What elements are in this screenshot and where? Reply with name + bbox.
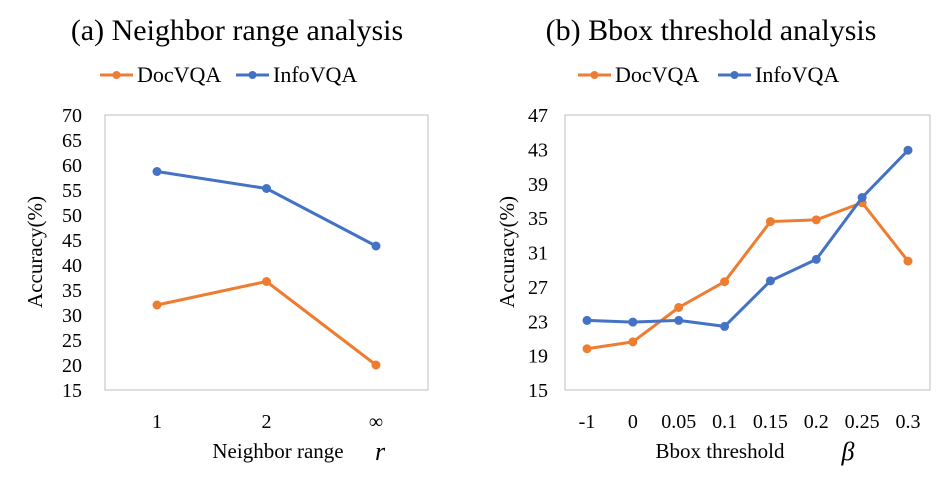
data-point-infovqa <box>720 321 730 331</box>
data-point-docvqa <box>262 277 271 286</box>
data-point-infovqa <box>903 145 913 155</box>
data-point-infovqa <box>628 317 638 327</box>
y-axis-label: Accuracy(%) <box>495 196 519 308</box>
legend-label-docvqa: DocVQA <box>137 62 221 87</box>
data-point-docvqa <box>765 217 775 227</box>
y-tick-label: 27 <box>528 277 548 299</box>
series-line-docvqa <box>156 280 377 367</box>
data-point-docvqa <box>811 215 821 225</box>
y-tick-label: 15 <box>62 380 82 402</box>
x-tick-label: 0.15 <box>753 411 788 433</box>
y-tick-label: 19 <box>528 346 548 368</box>
y-tick-label: 39 <box>528 174 548 196</box>
data-point-infovqa <box>765 276 775 286</box>
chart-title: (b) Bbox threshold analysis <box>546 14 877 47</box>
y-tick-label: 30 <box>62 305 82 327</box>
x-axis-symbol: β <box>841 437 855 466</box>
x-tick-label: 0.1 <box>712 411 737 433</box>
series-line-infovqa <box>156 170 377 248</box>
y-tick-label: 40 <box>62 255 82 277</box>
data-point-docvqa <box>903 256 913 266</box>
data-point-infovqa <box>857 193 867 202</box>
data-point-docvqa <box>628 337 638 347</box>
x-axis-symbol: r <box>375 437 386 466</box>
data-point-infovqa <box>582 315 592 325</box>
data-point-infovqa <box>674 315 684 325</box>
y-tick-label: 35 <box>62 280 82 302</box>
x-tick-label: 1 <box>152 411 162 433</box>
data-point-docvqa <box>674 303 684 312</box>
y-tick-label: 45 <box>62 230 82 252</box>
y-tick-label: 31 <box>528 243 548 265</box>
y-tick-label: 60 <box>62 155 82 177</box>
x-tick-label: 0.25 <box>845 411 880 433</box>
x-tick-label: 0.2 <box>804 411 829 433</box>
y-tick-label: 15 <box>528 380 548 402</box>
data-point-infovqa <box>811 254 821 264</box>
y-tick-label: 65 <box>62 130 82 152</box>
data-point-infovqa <box>371 241 381 251</box>
x-tick-label: 2 <box>262 411 272 433</box>
plot-area <box>104 114 429 391</box>
x-tick-label: -1 <box>579 411 596 433</box>
series-line-infovqa <box>586 149 910 328</box>
data-point-docvqa <box>371 360 381 370</box>
y-tick-label: 47 <box>528 105 548 127</box>
y-tick-label: 23 <box>528 311 548 333</box>
y-tick-label: 43 <box>528 139 548 161</box>
legend-marker-infovqa <box>248 71 257 79</box>
legend-label-infovqa: InfoVQA <box>755 62 839 87</box>
legend-marker-infovqa <box>730 71 739 79</box>
x-tick-label: 0.05 <box>661 411 696 433</box>
chart-neighbor-range: (a) Neighbor range analysis DocVQA InfoVQA… <box>23 14 429 466</box>
legend-marker-docvqa <box>590 71 599 79</box>
legend-label-infovqa: InfoVQA <box>273 62 357 87</box>
y-tick-label: 55 <box>62 180 82 202</box>
data-point-docvqa <box>582 344 592 354</box>
chart-title: (a) Neighbor range analysis <box>71 14 403 47</box>
legend-marker-docvqa <box>112 71 121 79</box>
y-tick-label: 70 <box>62 105 82 127</box>
data-point-docvqa <box>152 300 162 310</box>
data-point-docvqa <box>720 277 730 287</box>
y-tick-label: 20 <box>62 355 82 377</box>
x-axis-label: Neighbor range <box>212 439 343 463</box>
y-axis-label: Accuracy(%) <box>23 196 47 308</box>
x-tick-label: 0.3 <box>896 411 921 433</box>
y-tick-label: 50 <box>62 205 82 227</box>
series-line-docvqa <box>586 201 910 351</box>
data-point-infovqa <box>152 167 162 176</box>
legend-label-docvqa: DocVQA <box>615 62 699 87</box>
y-tick-label: 25 <box>62 330 82 352</box>
data-point-infovqa <box>262 184 271 193</box>
y-tick-label: 35 <box>528 208 548 230</box>
chart-bbox-threshold: (b) Bbox threshold analysis DocVQA InfoVQA… <box>495 14 931 466</box>
x-tick-label: 0 <box>628 411 638 433</box>
plot-area <box>564 114 931 391</box>
x-tick-label: ∞ <box>369 411 383 433</box>
x-axis-label: Bbox threshold <box>656 439 785 463</box>
